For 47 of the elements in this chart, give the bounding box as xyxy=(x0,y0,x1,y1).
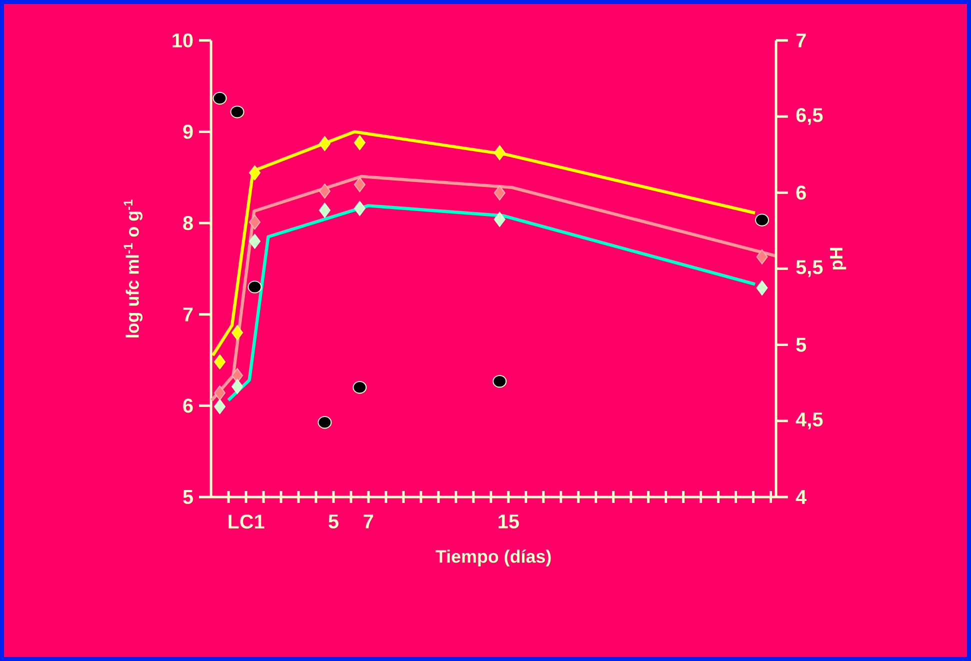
y-tick-label: 7 xyxy=(183,308,193,322)
y2-tick-label: 7 xyxy=(796,34,806,48)
line-series xyxy=(210,174,778,402)
y2-tick-label: 4 xyxy=(796,490,806,504)
point xyxy=(494,145,506,160)
y-tick-label: 6 xyxy=(183,398,193,413)
y2-tick-label: 6 xyxy=(796,186,806,200)
point xyxy=(212,92,227,105)
point xyxy=(248,280,262,294)
point xyxy=(214,354,226,370)
point xyxy=(248,165,260,180)
y-tick-label: 9 xyxy=(183,124,193,139)
point xyxy=(756,280,768,296)
y2-tick-label: 6,5 xyxy=(796,108,823,125)
x-tick-label: 5 xyxy=(328,514,338,528)
point xyxy=(354,135,366,150)
y2-axis-title: pH xyxy=(830,248,846,270)
y2-tick-label: 4,5 xyxy=(796,412,823,430)
point xyxy=(231,325,243,340)
point xyxy=(318,416,332,429)
y-tick-label: 8 xyxy=(183,216,193,230)
y-tick-label: 10 xyxy=(172,33,193,48)
point xyxy=(214,385,226,400)
point xyxy=(352,381,367,394)
y-axis-title: log ufc ml$^{-1}$ o g$^{-1}$ xyxy=(124,200,142,338)
x-tick-label: LC1 xyxy=(228,514,264,529)
point xyxy=(354,177,366,192)
point xyxy=(318,136,330,152)
point xyxy=(231,378,243,394)
point xyxy=(318,184,330,199)
point xyxy=(492,374,507,388)
x-tick-label: 7 xyxy=(364,514,374,528)
point xyxy=(494,185,506,200)
point xyxy=(230,106,244,118)
point xyxy=(248,214,260,230)
x-tick-label: 15 xyxy=(498,514,519,528)
point xyxy=(755,214,770,226)
y2-tick-label: 5 xyxy=(796,338,806,352)
point xyxy=(756,249,768,264)
y-tick-label: 5 xyxy=(183,490,193,504)
point xyxy=(214,399,226,414)
point xyxy=(318,202,330,218)
x-axis-title: Tiempo (días) xyxy=(436,549,551,566)
point xyxy=(354,200,366,216)
point xyxy=(248,234,260,249)
point xyxy=(494,212,506,227)
y2-tick-label: 5,5 xyxy=(796,260,823,278)
